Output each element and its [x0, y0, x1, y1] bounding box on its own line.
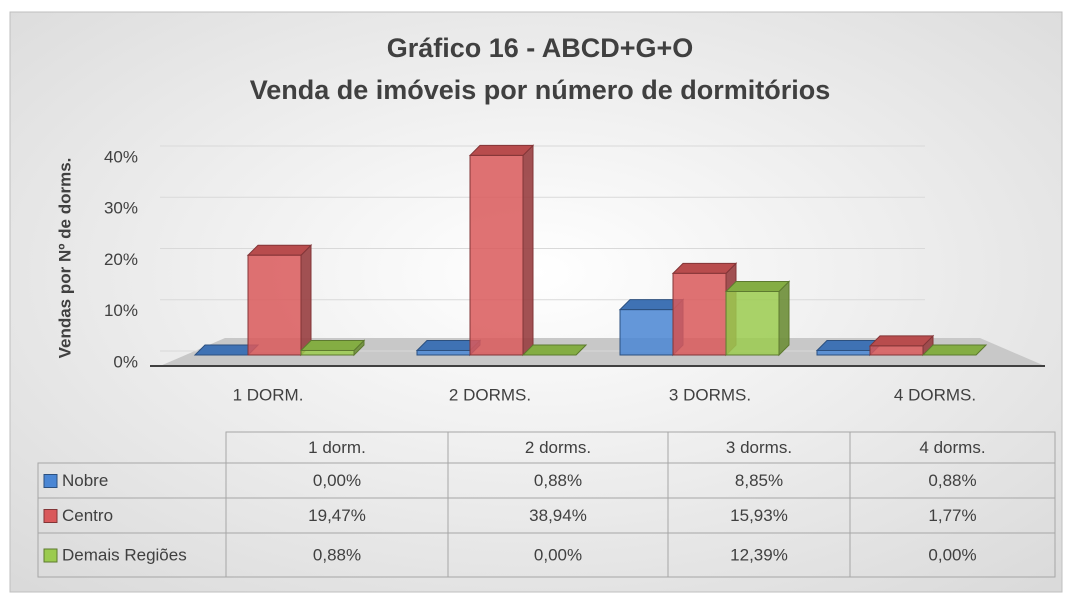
x-tick-label: 3 DORMS.	[669, 385, 751, 404]
bar-front	[247, 254, 302, 356]
table-cell: 12,39%	[730, 545, 788, 564]
bar-front	[869, 345, 924, 356]
legend-label: Nobre	[62, 471, 108, 490]
table-cell: 0,00%	[534, 545, 582, 564]
bar-top	[724, 281, 791, 293]
legend-key	[43, 509, 58, 523]
table-cell: 0,00%	[928, 545, 976, 564]
bar-top	[671, 262, 738, 274]
x-tick-label: 4 DORMS.	[894, 385, 976, 404]
y-tick-label: 0%	[113, 352, 138, 371]
bar	[299, 339, 366, 357]
legend-key	[43, 548, 58, 563]
table-cell: 15,93%	[730, 506, 788, 525]
bar-side	[522, 144, 534, 357]
bar-front	[725, 291, 780, 356]
table-header: 4 dorms.	[919, 438, 985, 457]
bar	[521, 344, 588, 356]
chart-title: Gráfico 16 - ABCD+G+O	[387, 33, 694, 63]
table-cell: 19,47%	[308, 506, 366, 525]
bar	[921, 344, 988, 356]
bar-top	[521, 344, 588, 356]
table-cell: 8,85%	[735, 471, 783, 490]
bar-front	[816, 349, 871, 356]
table-header: 3 dorms.	[726, 438, 792, 457]
bar-top	[468, 144, 535, 156]
x-tick-label: 2 DORMS.	[449, 385, 531, 404]
bar-side	[300, 244, 312, 357]
y-axis-label: Vendas por Nº de dorms.	[55, 158, 74, 359]
bar	[724, 280, 791, 357]
table-cell: 0,88%	[534, 471, 582, 490]
table-header: 1 dorm.	[308, 438, 366, 457]
bar-front	[469, 154, 524, 356]
legend-key	[43, 474, 58, 488]
y-tick-label: 10%	[104, 301, 138, 320]
table-header: 2 dorms.	[525, 438, 591, 457]
bar	[468, 144, 535, 357]
bar-top	[921, 344, 988, 356]
bar-front	[672, 272, 727, 356]
bar-front	[619, 309, 674, 356]
legend-label: Centro	[62, 506, 113, 525]
table-cell: 0,00%	[313, 471, 361, 490]
table-cell: 0,88%	[313, 545, 361, 564]
x-tick-label: 1 DORM.	[233, 385, 304, 404]
chart-subtitle: Venda de imóveis por número de dormitóri…	[250, 75, 831, 105]
table-cell: 0,88%	[928, 471, 976, 490]
bar	[246, 244, 313, 357]
legend-label: Demais Regiões	[62, 545, 187, 564]
bar-front	[300, 349, 355, 356]
bar	[868, 334, 935, 357]
bar-front	[416, 349, 471, 356]
table-cell: 1,77%	[928, 506, 976, 525]
y-tick-label: 20%	[104, 250, 138, 269]
bar-top	[868, 335, 935, 347]
chart-area	[9, 11, 1063, 593]
y-tick-label: 30%	[104, 199, 138, 218]
bar-top	[246, 244, 313, 256]
table-cell: 38,94%	[529, 506, 587, 525]
y-tick-label: 40%	[104, 147, 138, 166]
bar-side	[778, 280, 790, 357]
bar-top	[299, 339, 366, 351]
